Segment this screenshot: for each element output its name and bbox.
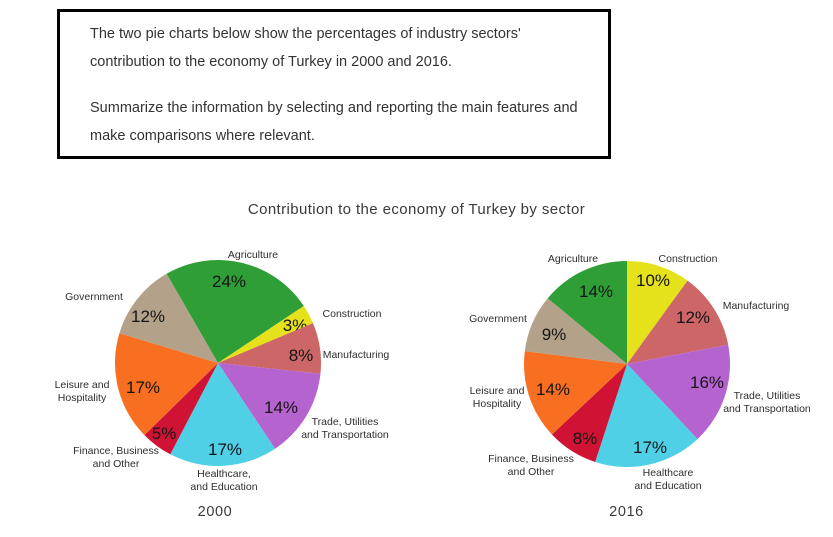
percent-label-2016-government: 9%	[542, 325, 567, 344]
pie-slice-2000-agriculture	[166, 260, 304, 363]
pie-svg-2016: 14% Agriculture 10% Construction 12% Manufact…	[469, 253, 811, 492]
task-paragraph-1: The two pie charts below show the percen…	[90, 26, 521, 70]
percent-label-2016-agriculture: 14%	[579, 282, 613, 301]
sector-label-2000-finance-business-and-other: Finance, Business and Other	[73, 445, 159, 470]
percent-label-2016-trade-utilities-and-transportation: 16%	[690, 373, 724, 392]
sector-label-2000-trade-utilities-and-transportation: Trade, Utilities and Transportation	[301, 416, 389, 441]
percent-label-2000-trade-utilities-and-transportation: 14%	[264, 398, 298, 417]
sector-label-2016-construction: Construction	[659, 253, 718, 265]
sector-label-2016-agriculture: Agriculture	[548, 253, 598, 265]
sector-label-2000-healthcare-and-education: Healthcare, and Education	[190, 468, 257, 493]
pie-chart-2000: 24% Agriculture 3% Construction 8% Manufactur…	[10, 240, 420, 520]
pie-slice-2000-trade-utilities-and-transportation	[218, 363, 321, 449]
sector-label-2000-government: Government	[65, 291, 123, 303]
sector-label-2016-finance-business-and-other: Finance, Business and Other	[488, 453, 574, 478]
sector-label-2016-trade-utilities-and-transportation: Trade, Utilities and Transportation	[723, 390, 811, 415]
year-label-2016: 2016	[609, 504, 644, 520]
pie-slice-2016-leisure-and-hospitality	[523, 351, 627, 435]
percent-label-2016-manufacturing: 12%	[676, 308, 710, 327]
sector-label-2016-government: Government	[469, 313, 527, 325]
pie-slice-2016-government	[524, 298, 627, 364]
pie-slice-2000-construction	[218, 306, 313, 363]
pie-slice-2000-manufacturing	[218, 323, 322, 374]
year-label-2000: 2000	[197, 504, 233, 520]
pie-slice-2016-agriculture	[547, 261, 627, 364]
percent-label-2016-construction: 10%	[636, 271, 670, 290]
sector-label-2000-construction: Construction	[323, 308, 382, 320]
pie-chart-2016: 14% Agriculture 10% Construction 12% Manufact…	[420, 240, 833, 520]
percent-label-2000-finance-business-and-other: 5%	[152, 424, 177, 443]
percent-label-2016-healthcare-and-education: 17%	[633, 438, 667, 457]
percent-label-2000-manufacturing: 8%	[289, 346, 314, 365]
chart-title: Contribution to the economy of Turkey by…	[247, 201, 586, 218]
pie-slice-2016-construction	[627, 261, 688, 364]
task-paragraph-2: Summarize the information by selecting a…	[90, 100, 578, 144]
pie-slice-2016-healthcare-and-education	[595, 364, 698, 468]
sector-label-2016-leisure-and-hospitality: Leisure and Hospitality	[470, 385, 525, 410]
percent-label-2000-government: 12%	[131, 307, 165, 326]
pie-slice-2016-finance-business-and-other	[551, 364, 627, 462]
task-instructions-box: The two pie charts below show the percen…	[57, 9, 611, 159]
pie-slice-2000-finance-business-and-other	[144, 363, 218, 455]
percent-label-2000-agriculture: 24%	[212, 272, 246, 291]
percent-label-2000-leisure-and-hospitality: 17%	[126, 378, 160, 397]
pie-slice-2016-trade-utilities-and-transportation	[627, 344, 731, 440]
sector-label-2016-manufacturing: Manufacturing	[723, 300, 790, 312]
percent-label-2016-leisure-and-hospitality: 14%	[536, 380, 570, 399]
percent-label-2016-finance-business-and-other: 8%	[573, 429, 598, 448]
pie-slice-2000-healthcare-and-education	[170, 363, 275, 467]
pie-slice-2000-leisure-and-hospitality	[115, 333, 218, 436]
sector-label-2016-healthcare-and-education: Healthcare and Education	[634, 467, 701, 492]
sector-label-2000-leisure-and-hospitality: Leisure and Hospitality	[55, 379, 110, 404]
sector-label-2000-agriculture: Agriculture	[228, 249, 278, 261]
pie-slice-2000-government	[119, 273, 218, 363]
sector-label-2000-manufacturing: Manufacturing	[323, 349, 390, 361]
pie-slice-2016-manufacturing	[627, 280, 729, 364]
percent-label-2000-healthcare-and-education: 17%	[208, 440, 242, 459]
